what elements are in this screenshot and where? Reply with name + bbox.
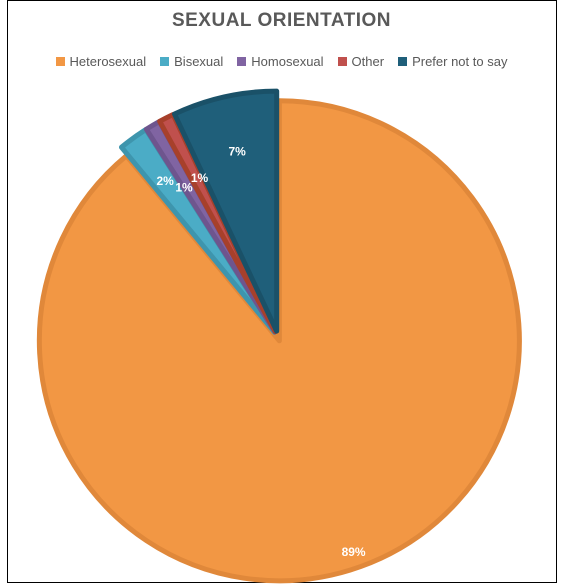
legend-label-homosexual: Homosexual [251, 54, 324, 69]
legend-label-heterosexual: Heterosexual [69, 54, 147, 69]
legend-swatch-other [337, 57, 347, 66]
legend-item-homosexual: Homosexual [237, 54, 324, 69]
legend-label-bisexual: Bisexual [174, 54, 224, 69]
legend-swatch-prefer-not-to-say [398, 57, 408, 66]
legend-item-other: Other [337, 54, 385, 69]
data-label-bisexual: 2% [156, 174, 174, 188]
legend-item-prefer-not-to-say: Prefer not to say [398, 54, 507, 69]
pie-slice-prefer-not-to-say [172, 88, 280, 334]
legend-swatch-bisexual [160, 57, 170, 66]
pie-slice-heterosexual [36, 98, 522, 584]
legend-item-bisexual: Bisexual [160, 54, 223, 69]
data-label-prefer-not-to-say: 7% [228, 144, 246, 158]
data-label-other: 1% [191, 171, 209, 185]
data-label-homosexual: 1% [175, 180, 193, 194]
legend-swatch-homosexual [237, 57, 247, 66]
legend-label-other: Other [351, 54, 385, 69]
legend-label-prefer-not-to-say: Prefer not to say [412, 54, 508, 69]
legend-item-heterosexual: Heterosexual [55, 54, 147, 69]
legend-swatch-heterosexual [55, 57, 65, 66]
legend: Heterosexual Bisexual Homosexual Other P… [0, 54, 563, 69]
data-label-heterosexual: 89% [342, 545, 366, 559]
chart-title: SEXUAL ORIENTATION [171, 10, 392, 31]
